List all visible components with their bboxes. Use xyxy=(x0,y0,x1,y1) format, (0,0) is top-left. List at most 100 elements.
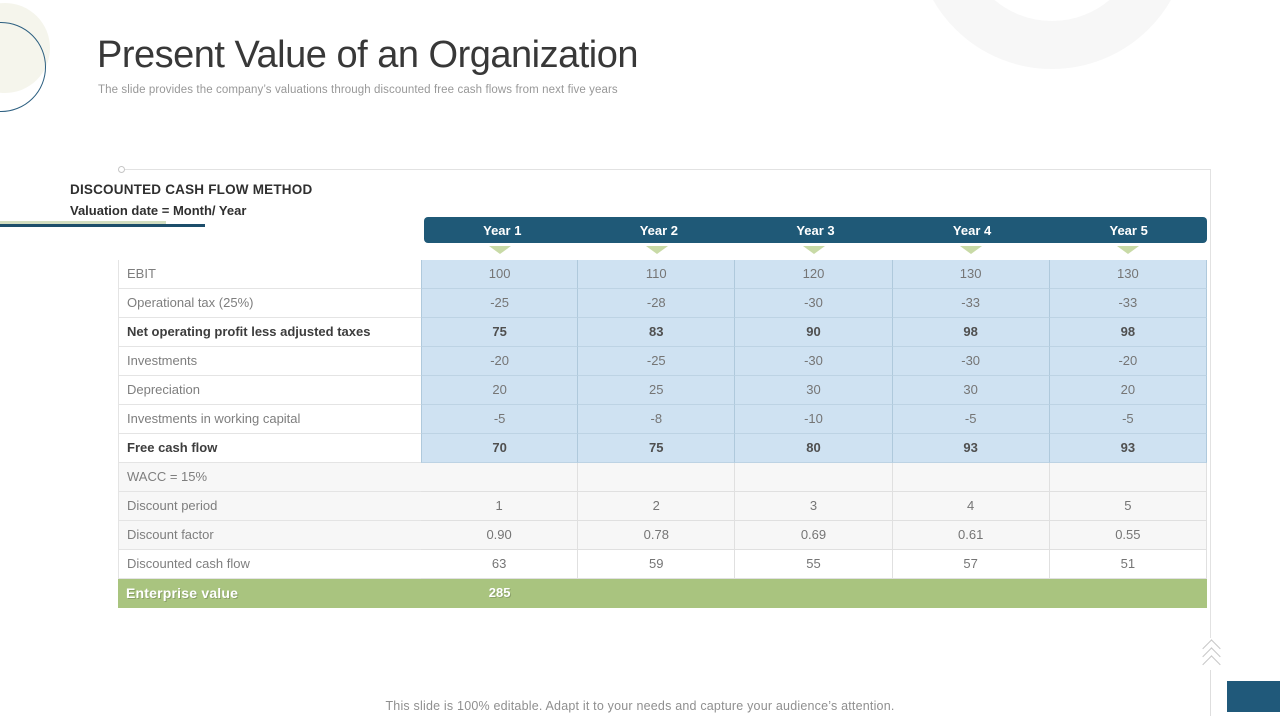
table-frame-right-border-lower xyxy=(1210,670,1211,716)
year-header-3: Year 3 xyxy=(796,222,835,238)
cell-year-4: -30 xyxy=(892,347,1050,376)
triangle-down-icon xyxy=(1117,246,1140,254)
cell-year-5: 93 xyxy=(1049,434,1207,463)
row-label: Discount period xyxy=(118,492,421,521)
cell-year-4: -33 xyxy=(892,289,1050,318)
year-header-bar: Year 1 Year 2 Year 3 Year 4 Year 5 xyxy=(424,217,1207,243)
cell-year-1: 20 xyxy=(421,376,579,405)
cell-year-1: 70 xyxy=(421,434,579,463)
cell-year-2: 75 xyxy=(578,434,736,463)
cell-year-2: 0.78 xyxy=(578,521,736,550)
cell-year-4: 4 xyxy=(892,492,1050,521)
row-label: Enterprise value xyxy=(118,579,421,608)
row-label: Investments xyxy=(118,347,421,376)
cell-year-2: 59 xyxy=(578,550,736,579)
cell-year-1: 0.90 xyxy=(421,521,579,550)
dcf-table: EBIT 100 110 120 130 130 Operational tax (25%)… xyxy=(118,260,1207,608)
cell-year-4: 0.61 xyxy=(892,521,1050,550)
cell-year-1 xyxy=(421,463,579,492)
cell-year-1: 1 xyxy=(421,492,579,521)
cell-year-2: 25 xyxy=(578,376,736,405)
section-heading: DISCOUNTED CASH FLOW METHOD xyxy=(70,182,313,197)
accent-underline-green xyxy=(0,221,166,224)
triangle-down-icon xyxy=(803,246,825,254)
cell-year-5: 98 xyxy=(1049,318,1207,347)
triangle-down-icon xyxy=(488,246,511,254)
section-subheading: Valuation date = Month/ Year xyxy=(70,203,247,218)
cell-year-2 xyxy=(578,463,736,492)
page-subtitle: The slide provides the company’s valuati… xyxy=(98,84,618,96)
cell-year-5: 51 xyxy=(1049,550,1207,579)
row-label: Net operating profit less adjusted taxes xyxy=(118,318,421,347)
year-pointer-triangles xyxy=(421,246,1207,254)
cell-year-4 xyxy=(892,579,1050,608)
cell-year-5: 0.55 xyxy=(1049,521,1207,550)
cell-year-3: 120 xyxy=(735,260,893,289)
frame-anchor-circle xyxy=(118,166,125,173)
cell-year-3 xyxy=(735,579,893,608)
cell-year-1: -25 xyxy=(421,289,579,318)
cell-year-4: 130 xyxy=(892,260,1050,289)
row-label: EBIT xyxy=(118,260,421,289)
cell-year-5: -20 xyxy=(1049,347,1207,376)
row-label: Free cash flow xyxy=(118,434,421,463)
cell-year-4: 57 xyxy=(892,550,1050,579)
year-header-1: Year 1 xyxy=(483,222,522,238)
cell-year-1: 285 xyxy=(421,579,579,608)
cell-year-2: 83 xyxy=(578,318,736,347)
triple-chevron-up-icon xyxy=(1202,639,1221,674)
accent-underline-navy xyxy=(0,224,205,227)
cell-year-4: 98 xyxy=(892,318,1050,347)
table-frame-top-border xyxy=(124,169,1211,170)
cell-year-4: 93 xyxy=(892,434,1050,463)
cell-year-5: -5 xyxy=(1049,405,1207,434)
page-title: Present Value of an Organization xyxy=(97,34,638,76)
cell-year-5: 20 xyxy=(1049,376,1207,405)
cell-year-2: -8 xyxy=(578,405,736,434)
row-label: Investments in working capital xyxy=(118,405,421,434)
cell-year-4: 30 xyxy=(892,376,1050,405)
cell-year-4 xyxy=(892,463,1050,492)
cell-year-1: -20 xyxy=(421,347,579,376)
cell-year-5: 5 xyxy=(1049,492,1207,521)
cell-year-3: -30 xyxy=(735,347,893,376)
cell-year-1: 100 xyxy=(421,260,579,289)
cell-year-2 xyxy=(578,579,736,608)
year-header-5: Year 5 xyxy=(1109,222,1148,238)
row-label: WACC = 15% xyxy=(118,463,421,492)
row-label: Discount factor xyxy=(118,521,421,550)
cell-year-4: -5 xyxy=(892,405,1050,434)
cell-year-5 xyxy=(1049,463,1207,492)
cell-year-3: 90 xyxy=(735,318,893,347)
row-label: Depreciation xyxy=(118,376,421,405)
cell-year-2: 110 xyxy=(578,260,736,289)
cell-year-1: 63 xyxy=(421,550,579,579)
cell-year-5: 130 xyxy=(1049,260,1207,289)
corner-accent-rectangle xyxy=(1227,681,1280,712)
cell-year-2: -28 xyxy=(578,289,736,318)
cell-year-3: 3 xyxy=(735,492,893,521)
cell-year-1: -5 xyxy=(421,405,579,434)
cell-year-3: -10 xyxy=(735,405,893,434)
cell-year-3: 80 xyxy=(735,434,893,463)
cell-year-1: 75 xyxy=(421,318,579,347)
cell-year-3 xyxy=(735,463,893,492)
row-label: Operational tax (25%) xyxy=(118,289,421,318)
decorative-ring xyxy=(915,0,1189,69)
year-header-4: Year 4 xyxy=(952,222,992,238)
cell-year-5: -33 xyxy=(1049,289,1207,318)
triangle-down-icon xyxy=(960,246,983,254)
row-label: Discounted cash flow xyxy=(118,550,421,579)
cell-year-5 xyxy=(1049,579,1207,608)
table-frame-right-border xyxy=(1210,169,1211,638)
year-header-2: Year 2 xyxy=(639,222,679,238)
footer-note: This slide is 100% editable. Adapt it to… xyxy=(385,699,895,713)
cell-year-3: 55 xyxy=(735,550,893,579)
cell-year-3: 30 xyxy=(735,376,893,405)
cell-year-3: -30 xyxy=(735,289,893,318)
cell-year-2: -25 xyxy=(578,347,736,376)
cell-year-2: 2 xyxy=(578,492,736,521)
cell-year-3: 0.69 xyxy=(735,521,893,550)
triangle-down-icon xyxy=(645,246,668,254)
